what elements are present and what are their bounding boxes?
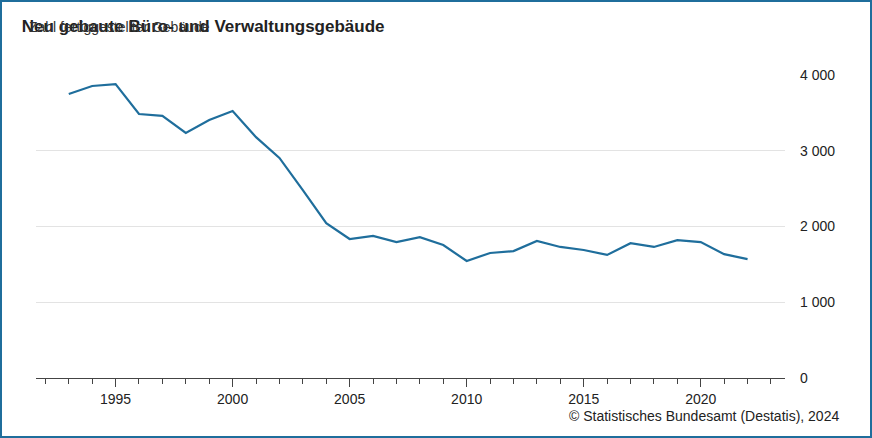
svg-text:Zahl fertiggestellter Gebäude: Zahl fertiggestellter Gebäude (29, 19, 210, 35)
svg-text:2015: 2015 (568, 391, 599, 407)
svg-text:2005: 2005 (334, 391, 365, 407)
svg-text:3 000: 3 000 (800, 143, 835, 159)
svg-text:2020: 2020 (685, 391, 716, 407)
svg-text:Neu gebaute Büro- und Verwaltu: Neu gebaute Büro- und Verwaltungsgebäude (22, 17, 385, 36)
svg-text:4 000: 4 000 (800, 67, 835, 83)
svg-text:© Statistisches Bundesamt (Des: © Statistisches Bundesamt (Destatis), 20… (569, 408, 839, 424)
svg-text:2010: 2010 (451, 391, 482, 407)
svg-text:1 000: 1 000 (800, 294, 835, 310)
svg-text:1995: 1995 (100, 391, 131, 407)
svg-text:0: 0 (800, 370, 808, 386)
svg-text:2000: 2000 (217, 391, 248, 407)
svg-text:2 000: 2 000 (800, 218, 835, 234)
